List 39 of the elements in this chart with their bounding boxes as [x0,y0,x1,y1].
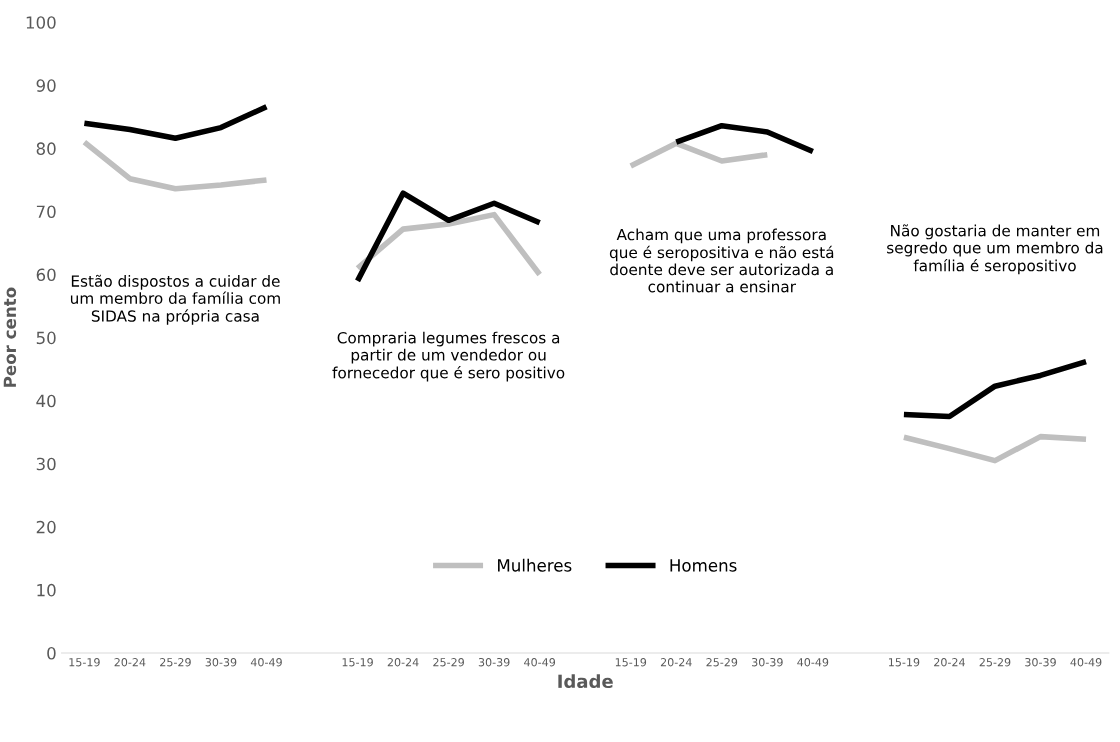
y-tick-label: 40 [36,394,56,408]
x-tick-label: 15-19 [888,658,920,667]
y-tick-label: 60 [36,268,56,282]
annotation: Não gostaria de manter em segredo que um membro da família é seropositivo [887,224,1103,275]
x-tick-label: 30-39 [478,658,510,667]
x-tick-label: 40-49 [797,658,829,667]
y-tick-label: 70 [36,205,56,219]
y-tick-label: 100 [26,16,56,29]
y-tick-label: 0 [47,646,56,660]
y-tick-label: 30 [36,457,56,471]
y-tick-label: 90 [36,79,56,92]
x-tick-label: 30-39 [752,658,783,667]
y-tick-label: 20 [36,520,56,534]
x-tick-label: 20-24 [934,658,965,667]
y-tick-label: 50 [36,331,56,345]
y-tick-label: 80 [36,142,56,155]
x-tick-label: 25-29 [433,658,464,667]
y-axis-title: Peor cento [3,287,17,387]
x-tick-label: 30-39 [1025,658,1056,667]
x-tick-label: 25-29 [706,658,738,667]
x-tick-label: 40-49 [1070,658,1102,667]
x-tick-label: 40-49 [524,658,556,667]
legend-label: Mulheres [498,558,572,572]
x-tick-label: 25-29 [160,658,191,667]
x-tick-label: 25-29 [979,658,1011,667]
annotation: Estão dispostos a cuidar de um membro da família com SIDAS na própria casa [70,274,280,325]
x-tick-label: 15-19 [615,658,647,667]
legend-label: Homens [670,559,737,572]
x-tick-label: 40-49 [250,658,282,667]
x-tick-label: 20-24 [387,658,419,667]
y-tick-label: 10 [37,583,56,597]
x-tick-label: 15-19 [69,658,100,667]
x-tick-label: 20-24 [114,658,146,667]
x-tick-label: 15-19 [342,658,373,667]
x-tick-label: 20-24 [660,658,692,667]
annotation: Acham que uma professora que é seropositiva e não está doente deve ser autorizada a continuar a ensinar [609,228,834,293]
x-tick-label: 30-39 [205,658,237,667]
x-axis-title: Idade [558,674,613,689]
annotation: Compraria legumes frescos a partir de um vendedor ou fornecedor que é sero positivo [332,331,565,382]
